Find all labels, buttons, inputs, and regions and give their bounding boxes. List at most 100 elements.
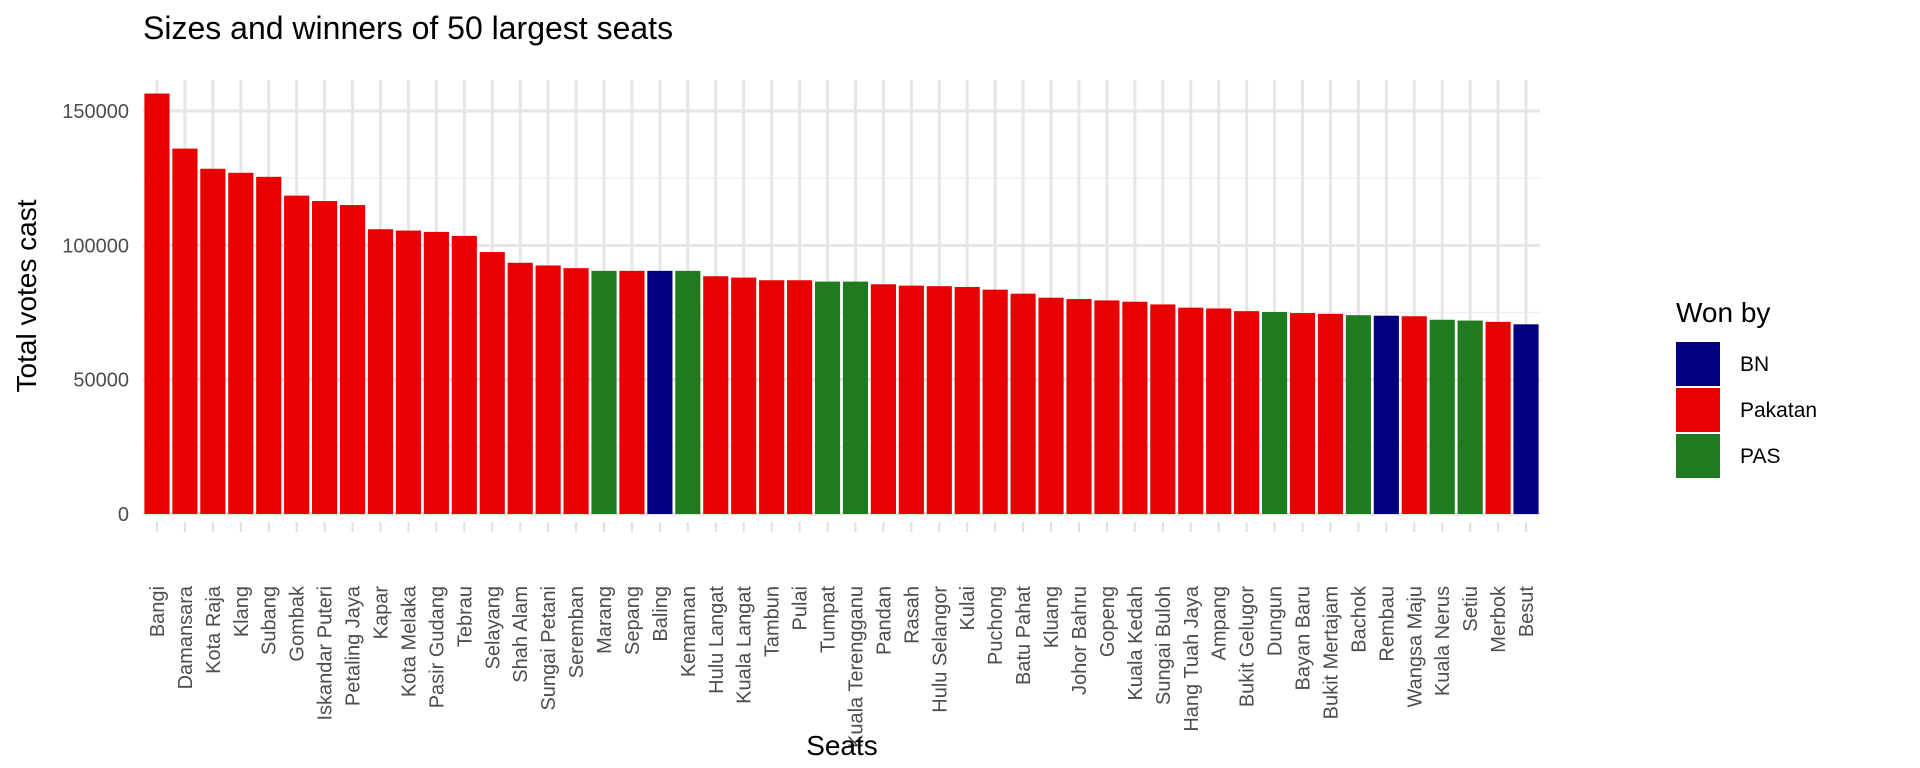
- x-tick-label: Bayan Baru: [1293, 586, 1315, 691]
- bar-setiu: [1457, 320, 1483, 514]
- x-tick-label: Klang: [231, 586, 253, 637]
- legend-items: BN Pakatan PAS: [1676, 342, 1817, 478]
- legend-swatch-bn: [1676, 342, 1720, 386]
- x-tick-label: Rasah: [901, 586, 923, 644]
- bar-kota-melaka: [395, 230, 422, 514]
- bar-hang-tuah-jaya: [1178, 307, 1204, 514]
- x-tick-label: Tumpat: [818, 586, 840, 654]
- x-tick-label: Rembau: [1376, 586, 1398, 662]
- bar-bachok: [1345, 315, 1371, 514]
- bar-damansara: [172, 148, 198, 514]
- legend: Won by BN Pakatan PAS: [1676, 297, 1817, 478]
- bar-kuala-terengganu: [842, 281, 869, 514]
- bar-wangsa-maju: [1401, 316, 1427, 514]
- bar-subang: [256, 176, 282, 514]
- bar-puchong: [982, 289, 1008, 514]
- x-tick-label: Kluang: [1041, 586, 1063, 648]
- bar-iskandar-puteri: [312, 201, 338, 514]
- bar-tebrau: [451, 235, 477, 514]
- x-tick-label: Batu Pahat: [1013, 586, 1035, 685]
- x-tick-label: Kapar: [370, 586, 392, 640]
- bar-kapar: [367, 229, 394, 515]
- x-tick-label: Pulai: [790, 586, 812, 630]
- x-tick-label: Kulai: [957, 586, 979, 630]
- bar-sepang: [619, 270, 645, 514]
- x-tick-label: Iskandar Puteri: [315, 586, 337, 721]
- bar-petaling-jaya: [339, 205, 366, 515]
- x-tick-label: Tebrau: [454, 586, 476, 647]
- chart-title: Sizes and winners of 50 largest seats: [143, 10, 673, 46]
- bar-selayang: [479, 252, 505, 515]
- bar-seremban: [563, 268, 589, 514]
- legend-swatch-pas: [1676, 434, 1720, 478]
- bar-bayan-baru: [1289, 313, 1316, 514]
- bar-kluang: [1038, 297, 1064, 514]
- x-axis-title: Seats: [806, 730, 878, 761]
- bar-hulu-selangor: [926, 286, 952, 514]
- bar-pasir-gudang: [423, 231, 449, 514]
- x-tick-label: Kuala Nerus: [1432, 586, 1454, 696]
- bar-sungai-buloh: [1150, 304, 1176, 514]
- bar-tambun: [759, 280, 785, 514]
- bar-bangi: [144, 93, 170, 514]
- legend-swatch-pakatan: [1676, 388, 1720, 432]
- x-tick-label: Sungai Petani: [538, 586, 560, 711]
- x-tick-label: Seremban: [566, 586, 588, 678]
- x-tick-label: Bangi: [147, 586, 169, 637]
- y-axis-title: Total votes cast: [11, 199, 42, 392]
- bar-marang: [591, 270, 617, 514]
- bar-besut: [1513, 324, 1539, 514]
- x-tick-label: Gopeng: [1097, 586, 1119, 657]
- x-tick-label: Baling: [650, 586, 672, 642]
- bar-klang: [228, 172, 254, 514]
- bar-gopeng: [1094, 300, 1120, 514]
- bar-sungai-petani: [535, 265, 561, 514]
- bar-bukit-mertajam: [1317, 313, 1344, 514]
- x-tick-label: Petaling Jaya: [343, 585, 365, 706]
- x-tick-label: Puchong: [985, 586, 1007, 665]
- bar-batu-pahat: [1010, 293, 1036, 514]
- bar-pulai: [787, 280, 813, 514]
- x-tick-label: Kuala Terengganu: [845, 586, 867, 748]
- x-tick-label: Kuala Kedah: [1125, 586, 1147, 701]
- x-tick-label: Besut: [1516, 586, 1538, 638]
- bar-kota-raja: [200, 168, 226, 514]
- x-tick-label: Bukit Gelugor: [1237, 586, 1259, 708]
- x-tick-label: Sungai Buloh: [1153, 586, 1175, 705]
- bar-kulai: [954, 286, 980, 514]
- bar-kuala-nerus: [1429, 319, 1455, 514]
- legend-label-pakatan: Pakatan: [1740, 399, 1817, 422]
- y-tick-label: 0: [118, 504, 129, 526]
- y-tick-label: 50000: [73, 370, 129, 392]
- x-tick-label: Kota Melaka: [398, 585, 420, 697]
- x-tick-label: Merbok: [1488, 585, 1510, 653]
- x-tick-label: Hulu Selangor: [929, 586, 951, 713]
- x-tick-label: Wangsa Maju: [1404, 586, 1426, 708]
- legend-title: Won by: [1676, 297, 1770, 328]
- x-tick-label: Kemaman: [678, 586, 700, 677]
- y-tick-label: 150000: [62, 101, 129, 123]
- x-tick-label: Kuala Langat: [734, 586, 756, 704]
- bar-rasah: [898, 285, 924, 514]
- bar-dungun: [1261, 311, 1288, 514]
- bar-pandan: [870, 284, 896, 514]
- bar-tumpat: [814, 281, 841, 514]
- x-tick-label: Hang Tuah Jaya: [1181, 585, 1203, 732]
- legend-label-pas: PAS: [1740, 445, 1780, 468]
- x-tick-label: Shah Alam: [510, 586, 532, 683]
- y-tick-label: 100000: [62, 235, 129, 257]
- bar-ampang: [1206, 308, 1232, 514]
- bar-shah-alam: [507, 262, 533, 514]
- x-tick-label: Gombak: [287, 585, 309, 662]
- x-tick-label: Subang: [259, 586, 281, 655]
- bar-bukit-gelugor: [1234, 311, 1260, 514]
- x-tick-label: Dungun: [1265, 586, 1287, 656]
- bar-merbok: [1485, 321, 1511, 514]
- x-tick-label: Bukit Mertajam: [1320, 586, 1342, 719]
- x-tick-label: Kota Raja: [203, 585, 225, 674]
- x-tick-label: Pandan: [873, 586, 895, 655]
- x-tick-label: Hulu Langat: [706, 586, 728, 694]
- x-axis-ticks: Bangi Damansara Kota Raja Klang Subang Gombak…: [147, 522, 1538, 748]
